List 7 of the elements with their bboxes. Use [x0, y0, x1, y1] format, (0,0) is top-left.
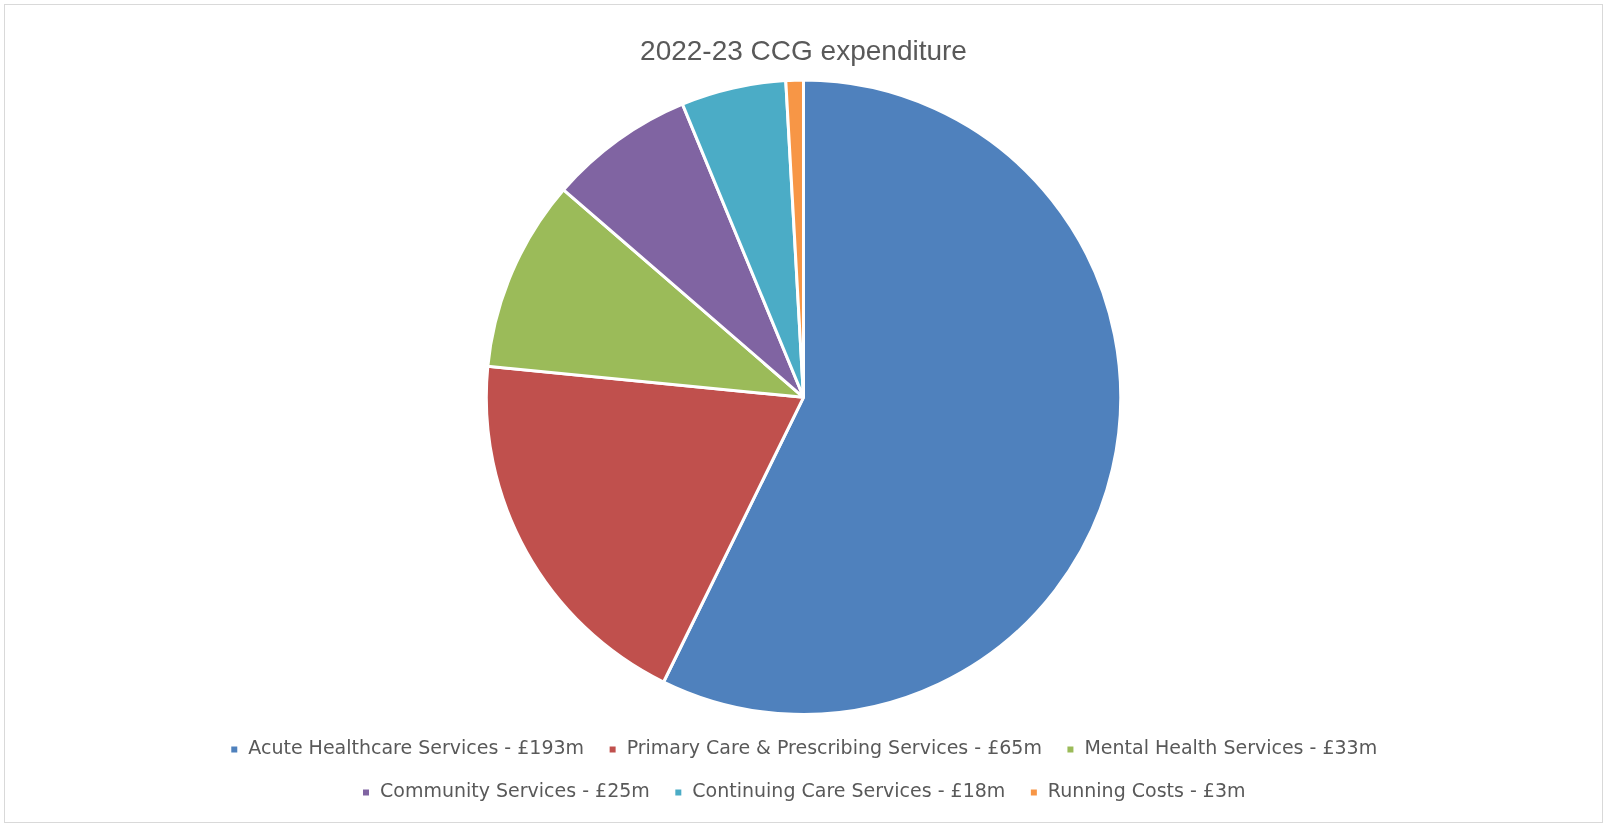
legend-label: Mental Health Services - £33m: [1084, 736, 1378, 759]
chart-title: 2022-23 CCG expenditure: [640, 34, 967, 66]
legend-label: Acute Healthcare Services - £193m: [248, 736, 585, 759]
legend-label: Continuing Care Services - £18m: [692, 779, 1006, 802]
legend-label: Primary Care & Prescribing Services - £65m: [626, 736, 1042, 759]
legend-label: Running Costs - £3m: [1047, 779, 1246, 802]
legend-label: Community Services - £25m: [379, 779, 650, 802]
